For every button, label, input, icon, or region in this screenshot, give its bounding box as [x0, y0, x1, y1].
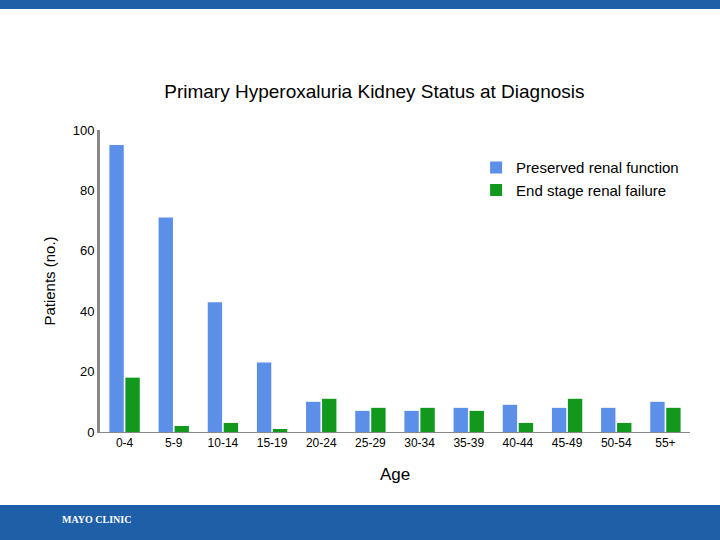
svg-text:0-4: 0-4 — [116, 436, 134, 450]
svg-text:5-9: 5-9 — [165, 436, 183, 450]
svg-text:Age: Age — [380, 465, 410, 484]
svg-text:End stage renal failure: End stage renal failure — [516, 182, 666, 199]
svg-text:40-44: 40-44 — [503, 436, 534, 450]
svg-text:30-34: 30-34 — [404, 436, 435, 450]
svg-text:60: 60 — [80, 243, 94, 258]
svg-text:45-49: 45-49 — [552, 436, 583, 450]
html-text:MAYO CLINIC: MAYO CLINIC — [62, 514, 132, 525]
svg-text:100: 100 — [73, 123, 95, 138]
svg-text:35-39: 35-39 — [453, 436, 484, 450]
svg-text:20: 20 — [80, 364, 94, 379]
svg-text:15-19: 15-19 — [257, 436, 288, 450]
svg-text:50-54: 50-54 — [601, 436, 632, 450]
svg-text:25-29: 25-29 — [355, 436, 386, 450]
svg-text:Primary Hyperoxaluria Kidney S: Primary Hyperoxaluria Kidney Status at D… — [164, 81, 584, 102]
svg-text:20-24: 20-24 — [306, 436, 337, 450]
svg-text:10-14: 10-14 — [208, 436, 239, 450]
svg-text:80: 80 — [80, 183, 94, 198]
svg-text:55+: 55+ — [655, 436, 675, 450]
svg-text:0: 0 — [87, 425, 94, 440]
svg-text:Patients (no.): Patients (no.) — [41, 236, 58, 325]
svg-text:40: 40 — [80, 304, 94, 319]
svg-text:Preserved renal function: Preserved renal function — [516, 159, 679, 176]
